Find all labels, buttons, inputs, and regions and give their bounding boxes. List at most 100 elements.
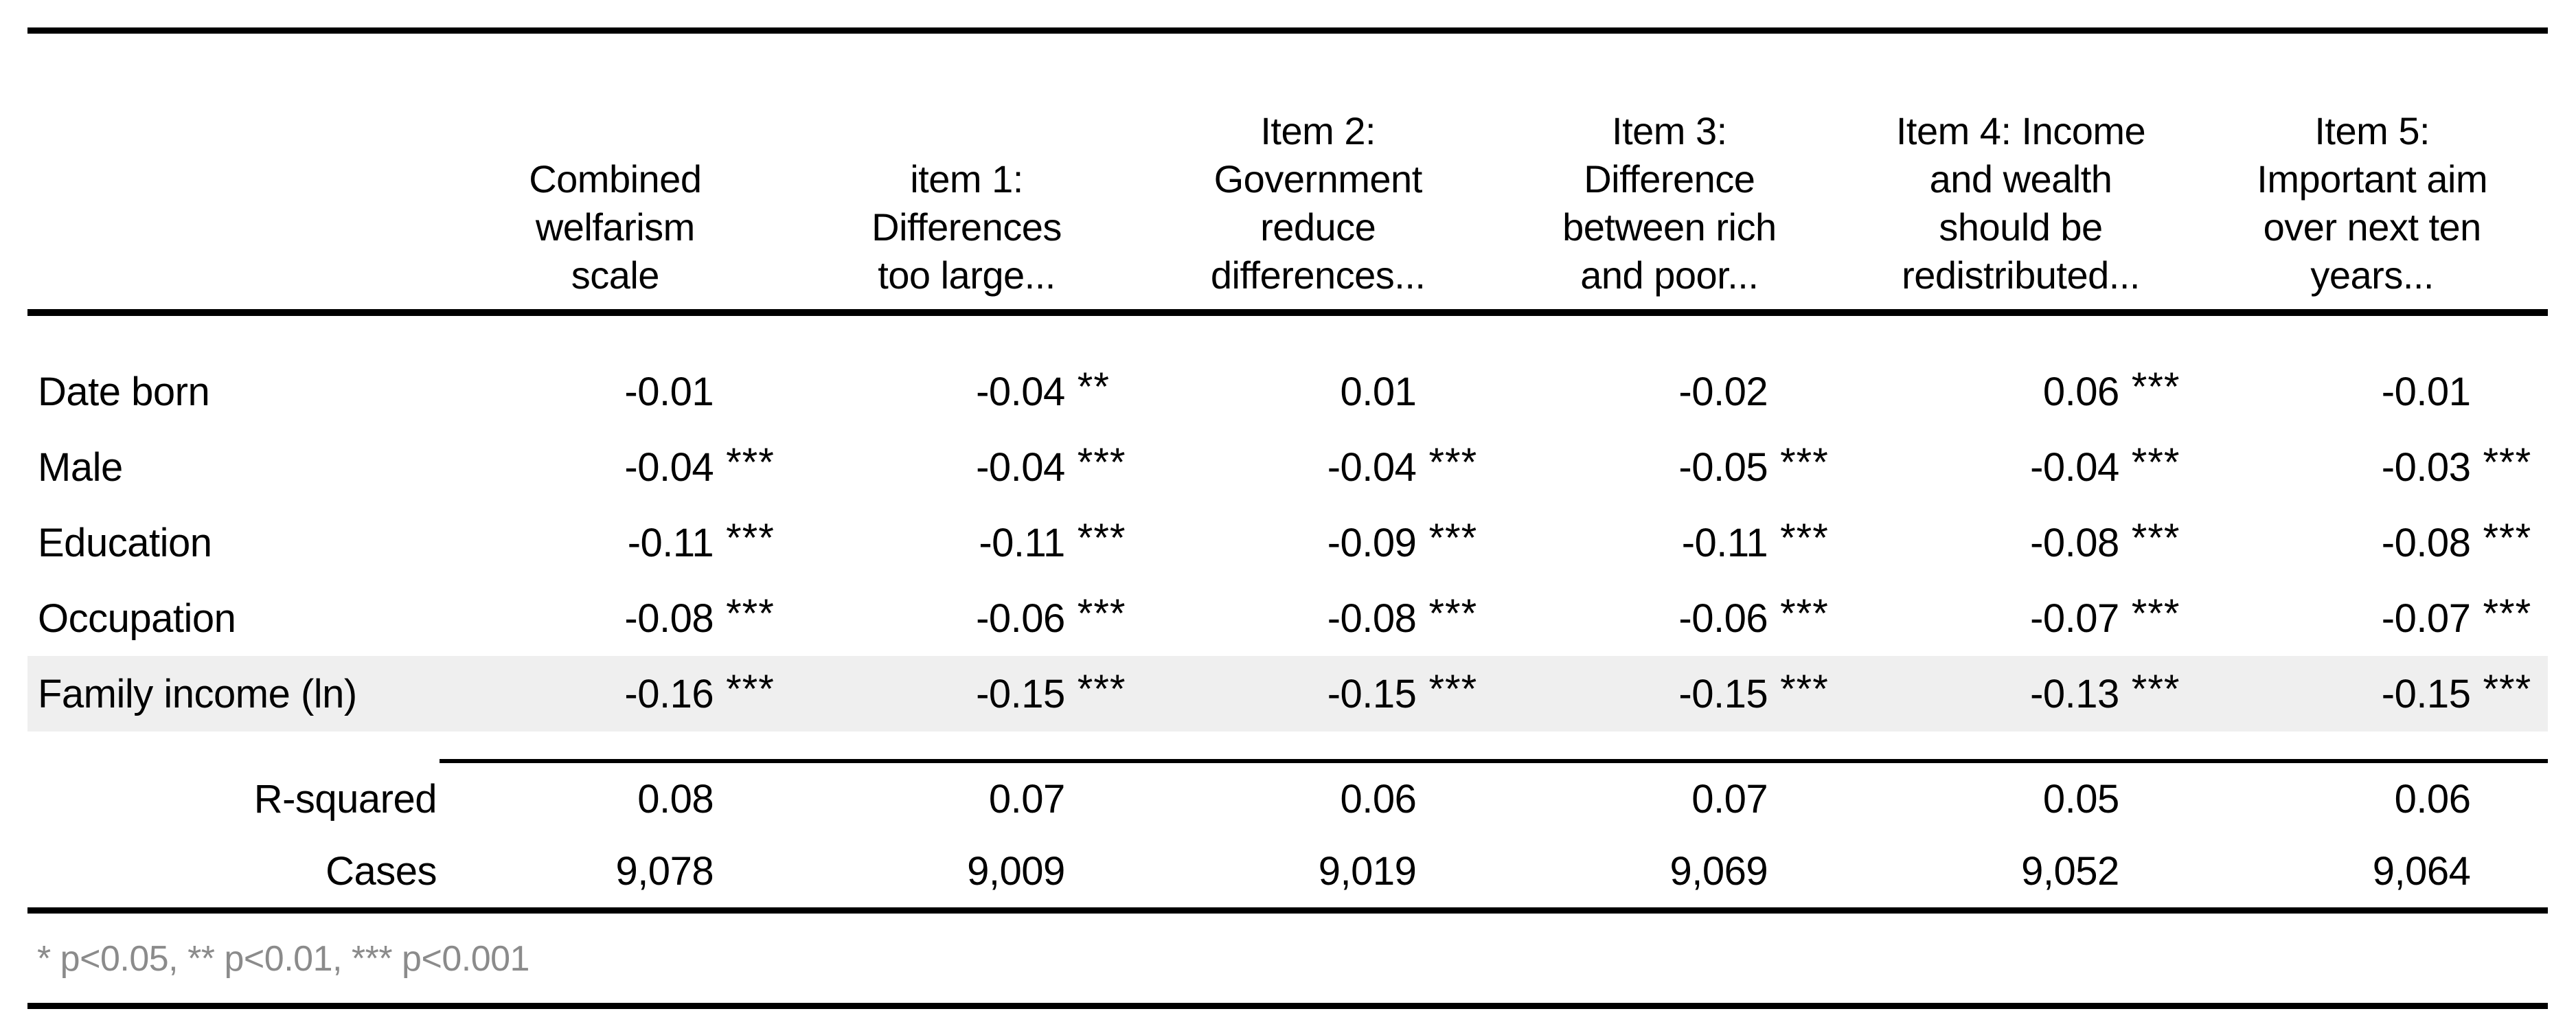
coefficient-value: -0.11 [627, 520, 714, 565]
bottom-rule [27, 1003, 2548, 1009]
significance-stars: *** [2131, 666, 2180, 712]
coefficient-value: -0.04 [2030, 444, 2119, 490]
summary-label: R-squared [253, 777, 437, 822]
summary-label: Cases [326, 849, 437, 894]
coefficient-value: -0.04 [1327, 444, 1417, 490]
significance-stars: *** [2131, 364, 2180, 409]
significance-stars: *** [1428, 440, 1478, 485]
significance-footnote: * p<0.05, ** p<0.01, *** p<0.001 [37, 939, 529, 979]
summary-value: 9,009 [967, 849, 1065, 894]
summary-value: 0.08 [637, 777, 714, 822]
significance-stars: *** [1077, 666, 1126, 712]
significance-stars: *** [2131, 591, 2180, 636]
coefficient-value: -0.15 [1327, 671, 1417, 716]
header-row: Combined welfarism scale item 1: Differe… [27, 34, 2548, 309]
coefficient-value: -0.01 [2381, 369, 2471, 414]
table-row-education: Education -0.11 *** -0.11 *** -0.09 *** -0.… [27, 505, 2548, 580]
summary-top-rule [440, 759, 2548, 763]
coefficient-value: -0.04 [624, 444, 714, 490]
row-label: Occupation [38, 596, 236, 641]
significance-stars: *** [726, 440, 775, 485]
summary-value: 9,069 [1669, 849, 1768, 894]
coefficient-value: -0.04 [976, 369, 1065, 414]
table-row-date-born: Date born -0.01 -0.04 ** 0.01 -0.02 0.06 *… [27, 354, 2548, 429]
coefficient-value: -0.08 [2030, 520, 2119, 565]
significance-stars: *** [726, 515, 775, 560]
top-rule [27, 27, 2548, 34]
coefficient-rows: Date born -0.01 -0.04 ** 0.01 -0.02 0.06 *… [27, 316, 2548, 732]
row-label: Family income (ln) [38, 671, 357, 716]
coefficient-value: -0.09 [1327, 520, 1417, 565]
significance-stars: *** [2483, 440, 2532, 485]
coefficient-value: -0.07 [2381, 596, 2471, 641]
column-header-item1: item 1: Differences too large... [871, 157, 1062, 297]
column-header-item3: Item 3: Difference between rich and poor… [1562, 109, 1777, 297]
significance-stars: *** [2131, 515, 2180, 560]
spacer [27, 732, 2548, 759]
column-header-combined-welfarism-scale: Combined welfarism scale [529, 157, 702, 297]
coefficient-value: -0.06 [1678, 596, 1768, 641]
column-header-item2: Item 2: Government reduce differences... [1210, 109, 1426, 297]
significance-stars: *** [1077, 515, 1126, 560]
coefficient-value: -0.15 [2381, 671, 2471, 716]
significance-stars: *** [1780, 440, 1829, 485]
coefficient-value: -0.07 [2030, 596, 2119, 641]
summary-value: 9,078 [615, 849, 714, 894]
coefficient-value: -0.08 [2381, 520, 2471, 565]
coefficient-value: -0.02 [1678, 369, 1768, 414]
row-label: Education [38, 520, 212, 565]
coefficient-value: -0.03 [2381, 444, 2471, 490]
coefficient-value: 0.01 [1340, 369, 1417, 414]
coefficient-value: -0.11 [979, 520, 1065, 565]
summary-value: 0.07 [988, 777, 1065, 822]
coefficient-value: -0.08 [624, 596, 714, 641]
coefficient-value: -0.06 [976, 596, 1065, 641]
summary-value: 0.06 [2394, 777, 2471, 822]
significance-stars: *** [1077, 440, 1126, 485]
significance-stars: ** [1077, 364, 1110, 409]
significance-stars: *** [1428, 591, 1478, 636]
significance-stars: *** [726, 666, 775, 712]
summary-value: 9,064 [2372, 849, 2471, 894]
coefficient-value: -0.04 [976, 444, 1065, 490]
coefficient-value: -0.16 [624, 671, 714, 716]
significance-stars: *** [1077, 591, 1126, 636]
significance-stars: *** [1780, 591, 1829, 636]
coefficient-value: -0.05 [1678, 444, 1768, 490]
summary-value: 0.06 [1340, 777, 1417, 822]
summary-value: 9,019 [1318, 849, 1417, 894]
summary-value: 0.07 [1691, 777, 1768, 822]
summary-value: 9,052 [2021, 849, 2119, 894]
significance-stars: *** [1428, 666, 1478, 712]
header-rule [27, 309, 2548, 316]
column-header-item5: Item 5: Important aim over next ten year… [2257, 109, 2488, 297]
significance-stars: *** [1780, 515, 1829, 560]
coefficient-value: -0.11 [1681, 520, 1768, 565]
coefficient-value: -0.01 [624, 369, 714, 414]
table-row-cases: Cases 9,078 9,009 9,019 9,069 9,052 9,06… [27, 835, 2548, 907]
coefficient-value: -0.08 [1327, 596, 1417, 641]
coefficient-value: -0.15 [1678, 671, 1768, 716]
row-label: Date born [38, 369, 210, 414]
row-label: Male [38, 444, 123, 490]
significance-stars: *** [1428, 515, 1478, 560]
significance-stars: *** [2131, 440, 2180, 485]
coefficient-value: -0.15 [976, 671, 1065, 716]
significance-stars: *** [2483, 666, 2532, 712]
coefficient-value: -0.13 [2030, 671, 2119, 716]
significance-stars: *** [2483, 591, 2532, 636]
table-row-male: Male -0.04 *** -0.04 *** -0.04 *** -0.05 ***… [27, 429, 2548, 505]
summary-value: 0.05 [2042, 777, 2119, 822]
body-bottom-rule [27, 907, 2548, 914]
column-header-item4: Item 4: Income and wealth should be redi… [1895, 109, 2146, 297]
significance-stars: *** [726, 591, 775, 636]
table-row-r-squared: R-squared 0.08 0.07 0.06 0.07 0.05 0.06 [27, 763, 2548, 835]
footnote-block: * p<0.05, ** p<0.01, *** p<0.001 [27, 914, 2548, 1003]
significance-stars: *** [1780, 666, 1829, 712]
coefficient-value: 0.06 [2042, 369, 2119, 414]
significance-stars: *** [2483, 515, 2532, 560]
table-row-occupation: Occupation -0.08 *** -0.06 *** -0.08 *** -0… [27, 580, 2548, 656]
table-row-family-income: Family income (ln) -0.16 *** -0.15 *** -0.… [27, 656, 2548, 732]
regression-table: Combined welfarism scale item 1: Differe… [27, 27, 2548, 1009]
